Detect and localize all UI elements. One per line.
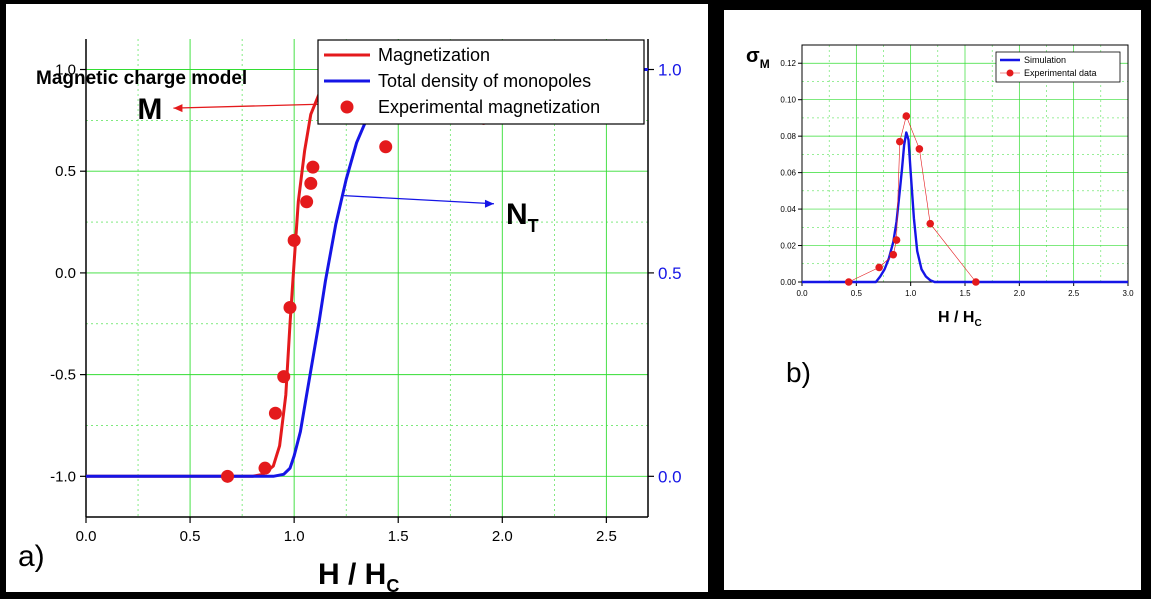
x-tick-label: 2.0: [1014, 289, 1026, 298]
y-tick-label: -1.0: [50, 468, 76, 485]
y-tick-label: 0.08: [780, 132, 796, 141]
magnetization-chart: 0.0 0.5 1.0 1.5 2.0 2.5 -1.0 -0.5 0.0 0.5 1.0 0.0 0.…: [18, 39, 682, 592]
data-point: [221, 469, 235, 483]
chart-b-xlabel-sub: C: [974, 318, 981, 329]
x-tick-label: 1.5: [388, 528, 409, 545]
y-tick-label: 0.00: [780, 278, 796, 287]
legend-label: Magnetization: [378, 45, 490, 65]
chart-b-xlabel-main: H / H: [938, 309, 974, 326]
data-point: [896, 137, 904, 146]
right-y-tick-label: 0.0: [658, 467, 682, 486]
chart-b-ylabel-main: σ: [746, 45, 760, 67]
data-point: [972, 278, 980, 286]
data-point: [287, 233, 301, 247]
x-tick-label: 1.5: [959, 289, 971, 298]
x-tick-label: 2.5: [1068, 289, 1080, 298]
data-point: [926, 219, 935, 228]
x-tick-label: 3.0: [1122, 289, 1134, 298]
data-point: [892, 236, 901, 244]
arrow-nt-head: [484, 199, 494, 208]
y-tick-label: 0.04: [780, 205, 796, 214]
x-tick-label: 0.5: [180, 528, 201, 545]
x-tick-label: 2.5: [596, 528, 617, 545]
panel-a: 0.0 0.5 1.0 1.5 2.0 2.5 -1.0 -0.5 0.0 0.5 1.0 0.0 0.…: [6, 4, 708, 592]
panel-a-label: a): [18, 540, 45, 573]
x-tick-label: 2.0: [492, 528, 513, 545]
arrow-m-head: [173, 104, 183, 113]
chart-a-xlabel-sub: C: [386, 576, 399, 592]
chart-a-title: Magnetic charge model: [36, 68, 247, 89]
right-y-tick-label: 1.0: [658, 61, 682, 80]
y-tick-label: 0.12: [780, 59, 796, 68]
y-tick-label: 0.06: [780, 169, 796, 178]
data-point: [283, 300, 297, 314]
chart-b-ylabel-sub: M: [760, 57, 770, 71]
legend-swatch-experimental-dot: [1006, 69, 1014, 77]
label-nt-main: N: [506, 198, 528, 231]
data-point: [300, 195, 314, 209]
legend-box: [995, 51, 1121, 83]
x-tick-label: 1.0: [905, 289, 917, 298]
chart-b-ylabel: σM: [746, 45, 770, 71]
y-tick-label: 1.0: [55, 62, 76, 79]
x-tick-label: 0.5: [851, 289, 863, 298]
label-m: M: [137, 93, 162, 126]
y-tick-label: 0.0: [55, 265, 76, 282]
panel-b-label: b): [786, 357, 811, 388]
data-point: [875, 263, 883, 272]
data-point: [277, 370, 291, 384]
label-nt: NT: [506, 198, 539, 236]
arrow-nt-line: [344, 194, 495, 205]
legend-swatch-dot: [340, 100, 354, 114]
data-point: [902, 112, 911, 120]
data-point: [889, 250, 898, 259]
y-tick-label: 0.10: [780, 96, 796, 105]
chart-b-xlabel: H / HC: [938, 309, 982, 329]
legend-label: Simulation: [1024, 55, 1066, 65]
sigma-chart: 0.0 0.5 1.0 1.5 2.0 2.5 3.0 0.00 0.02 0.04 0.06 0.0…: [746, 44, 1134, 388]
legend-label: Total density of monopoles: [378, 71, 591, 91]
data-point: [844, 278, 853, 286]
panel-b: 0.0 0.5 1.0 1.5 2.0 2.5 3.0 0.00 0.02 0.04 0.06 0.0…: [724, 10, 1141, 590]
x-tick-label: 0.0: [796, 289, 808, 298]
data-point: [268, 406, 282, 420]
data-point: [304, 176, 318, 190]
legend-box: [317, 39, 645, 125]
label-nt-sub: T: [528, 216, 539, 236]
y-tick-label: 0.5: [55, 163, 76, 180]
data-point: [915, 145, 924, 153]
legend-label: Experimental magnetization: [378, 97, 600, 117]
y-tick-label: -0.5: [50, 367, 76, 384]
chart-a-xlabel-main: H / H: [318, 558, 386, 591]
y-tick-label: 0.02: [780, 242, 796, 251]
data-point: [306, 160, 320, 174]
data-point: [258, 461, 272, 475]
x-tick-label: 1.0: [284, 528, 305, 545]
arrow-m-line: [173, 103, 324, 109]
data-point: [379, 140, 393, 154]
x-tick-label: 0.0: [76, 528, 97, 545]
chart-a-xlabel: H / HC: [318, 558, 399, 592]
legend-label: Experimental data: [1024, 68, 1097, 78]
series-line-simulation: [802, 131, 1128, 284]
right-y-tick-label: 0.5: [658, 264, 682, 283]
